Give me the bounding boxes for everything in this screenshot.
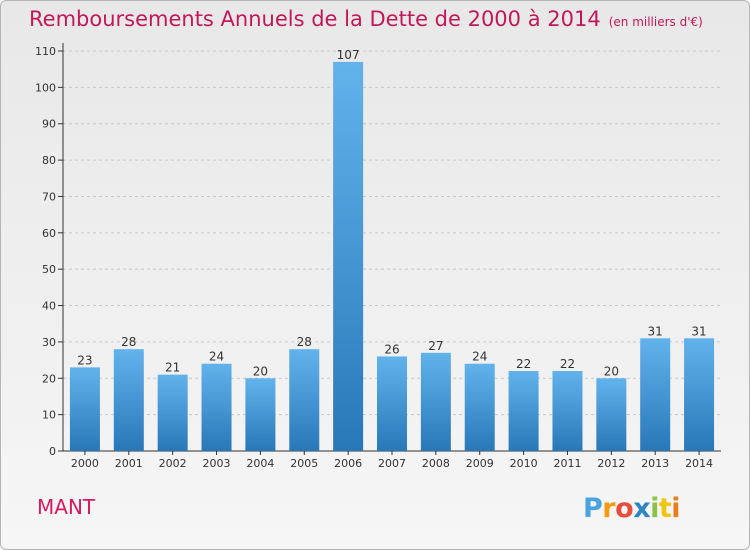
x-tick-label: 2000 [71, 457, 99, 470]
bar [464, 363, 495, 451]
y-tick-label: 60 [42, 227, 56, 240]
data-label: 31 [648, 324, 663, 338]
y-tick-label: 110 [35, 45, 56, 58]
bar [596, 378, 627, 451]
data-label: 31 [691, 324, 706, 338]
x-tick-label: 2001 [115, 457, 143, 470]
y-tick-label: 90 [42, 118, 56, 131]
data-label: 24 [472, 350, 487, 364]
y-tick-label: 50 [42, 263, 56, 276]
x-tick-label: 2009 [466, 457, 494, 470]
x-tick-label: 2011 [553, 457, 581, 470]
x-tick-label: 2012 [597, 457, 625, 470]
bar [420, 352, 451, 451]
x-tick-label: 2014 [685, 457, 713, 470]
x-tick-label: 2004 [246, 457, 274, 470]
title-text: Remboursements Annuels de la Dette de 20… [29, 7, 601, 31]
data-label: 23 [77, 353, 92, 367]
bar [157, 374, 188, 451]
data-label: 28 [297, 335, 312, 349]
y-tick-label: 10 [42, 409, 56, 422]
bar [245, 378, 276, 451]
data-label: 107 [337, 48, 360, 62]
y-tick-label: 0 [49, 445, 56, 458]
x-tick-label: 2013 [641, 457, 669, 470]
data-label: 21 [165, 361, 180, 375]
y-tick-label: 100 [35, 81, 56, 94]
bar [377, 356, 407, 451]
x-tick-label: 2008 [422, 457, 450, 470]
y-tick-label: 80 [42, 154, 56, 167]
chart-title: Remboursements Annuels de la Dette de 20… [29, 7, 703, 31]
data-label: 22 [560, 357, 575, 371]
bar [201, 363, 232, 451]
bar [552, 371, 583, 451]
bar [640, 338, 671, 451]
proxiti-logo: Proxiti [583, 493, 681, 524]
y-tick-label: 70 [42, 190, 56, 203]
bar [289, 349, 320, 451]
data-label: 20 [253, 364, 268, 378]
x-tick-label: 2007 [378, 457, 406, 470]
x-tick-label: 2010 [510, 457, 538, 470]
data-label: 26 [384, 342, 399, 356]
x-tick-label: 2005 [290, 457, 318, 470]
data-label: 22 [516, 357, 531, 371]
data-label: 27 [428, 339, 443, 353]
unit-note: (en milliers d'€) [608, 15, 703, 29]
commune-name: MANT [37, 495, 96, 519]
y-tick-label: 40 [42, 300, 56, 313]
x-tick-label: 2002 [159, 457, 187, 470]
data-label: 28 [121, 335, 136, 349]
data-label: 20 [604, 364, 619, 378]
bar [113, 349, 144, 451]
data-label: 24 [209, 350, 224, 364]
bar [333, 61, 364, 452]
bar [69, 367, 100, 451]
bar [684, 338, 715, 451]
y-tick-label: 20 [42, 372, 56, 385]
x-tick-label: 2006 [334, 457, 362, 470]
y-tick-label: 30 [42, 336, 56, 349]
svg-text:Proxiti: Proxiti [583, 493, 680, 524]
x-tick-label: 2003 [203, 457, 231, 470]
bar [508, 371, 539, 451]
